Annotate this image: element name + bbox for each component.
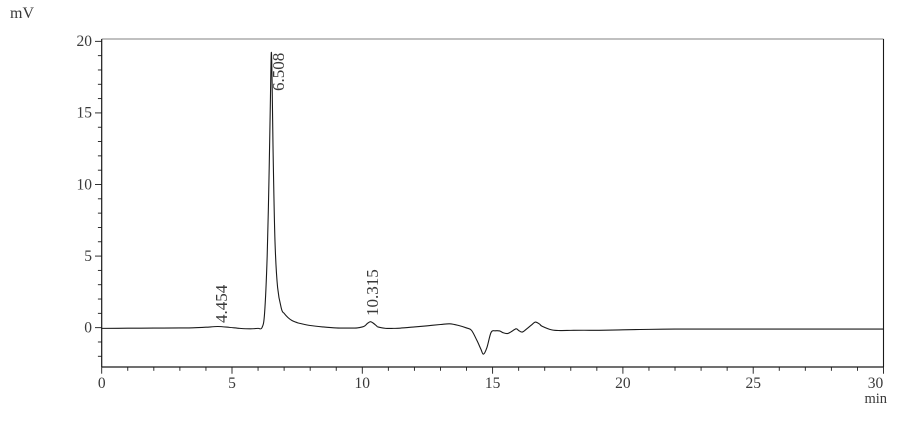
svg-text:20: 20 <box>615 375 631 392</box>
svg-text:mV: mV <box>10 5 34 22</box>
svg-text:25: 25 <box>745 375 761 392</box>
svg-text:6.508: 6.508 <box>269 53 288 91</box>
svg-text:0: 0 <box>98 375 106 392</box>
svg-text:10: 10 <box>77 176 93 193</box>
svg-text:20: 20 <box>77 33 93 50</box>
svg-text:10.315: 10.315 <box>363 269 382 316</box>
svg-text:10: 10 <box>355 375 371 392</box>
svg-text:0: 0 <box>84 320 92 337</box>
svg-text:4.454: 4.454 <box>212 284 231 323</box>
svg-text:30: 30 <box>868 375 884 392</box>
svg-text:5: 5 <box>84 248 92 265</box>
svg-text:min: min <box>864 391 887 407</box>
svg-text:15: 15 <box>485 375 501 392</box>
svg-text:15: 15 <box>77 105 93 122</box>
svg-text:5: 5 <box>228 375 236 392</box>
